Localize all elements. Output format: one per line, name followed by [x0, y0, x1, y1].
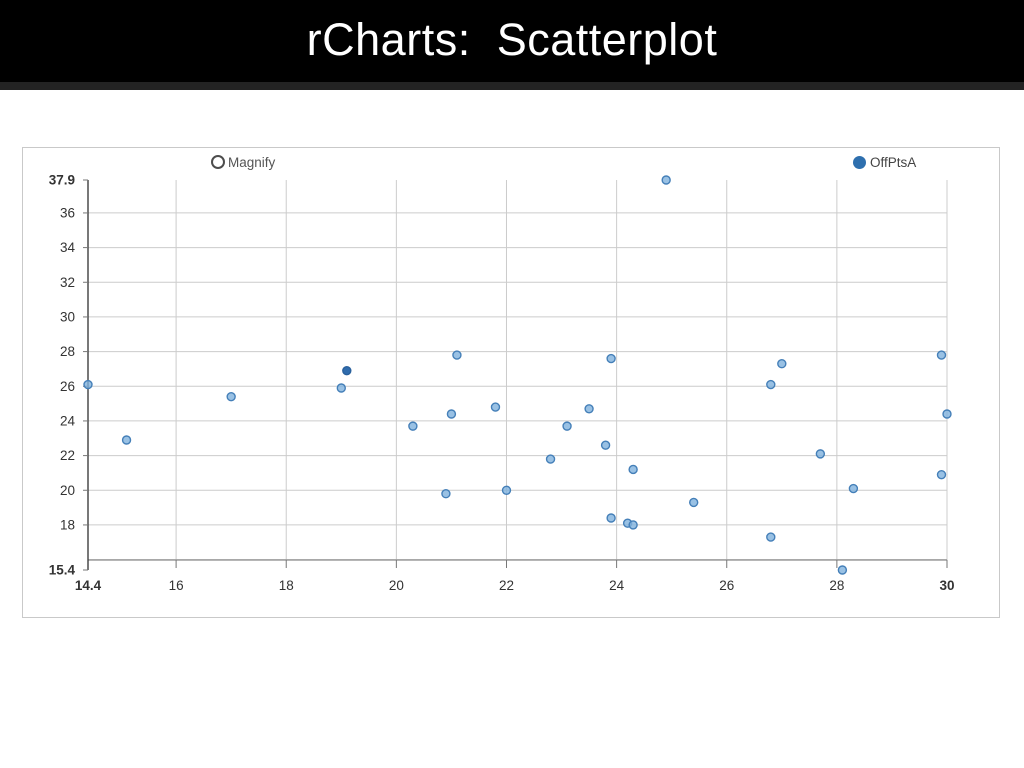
data-point[interactable] [766, 379, 776, 390]
x-tick-label: 26 [719, 578, 734, 593]
data-point[interactable] [446, 409, 457, 419]
data-point[interactable] [848, 483, 859, 494]
data-point[interactable] [452, 350, 462, 360]
data-point[interactable] [606, 513, 616, 523]
data-point[interactable] [584, 404, 594, 414]
y-tick-label: 37.9 [49, 173, 75, 188]
y-tick-label: 26 [60, 379, 75, 394]
data-point[interactable] [815, 449, 826, 459]
y-tick-label: 32 [60, 275, 75, 290]
data-point[interactable] [628, 464, 638, 475]
x-tick-label: 14.4 [75, 578, 102, 593]
data-point[interactable] [766, 532, 776, 542]
data-point[interactable] [689, 497, 699, 508]
legend-series-label: OffPtsA [870, 154, 917, 170]
x-tick-label: 24 [609, 578, 625, 593]
data-point[interactable] [408, 421, 418, 431]
data-point[interactable] [545, 454, 556, 464]
y-tick-label: 18 [60, 517, 75, 532]
y-tick-label: 22 [60, 448, 75, 463]
data-point[interactable] [83, 379, 93, 390]
x-tick-label: 20 [389, 578, 404, 593]
slide-title: rCharts: Scatterplot [306, 14, 718, 65]
data-point[interactable] [628, 520, 638, 530]
data-point[interactable] [777, 359, 787, 369]
data-point[interactable] [936, 469, 947, 480]
data-point[interactable] [661, 175, 671, 185]
y-tick-label: 24 [60, 413, 76, 428]
data-point[interactable] [837, 565, 848, 575]
title-bar: rCharts: Scatterplot [0, 0, 1024, 82]
data-point[interactable] [121, 435, 132, 445]
data-point[interactable] [501, 485, 512, 495]
title-bar-edge [0, 82, 1024, 90]
data-point[interactable] [562, 421, 572, 431]
y-tick-label: 28 [60, 344, 75, 359]
data-point[interactable] [606, 353, 616, 364]
data-point[interactable] [226, 391, 236, 402]
data-point[interactable] [942, 409, 952, 419]
y-tick-label: 36 [60, 205, 75, 220]
magnify-control[interactable]: Magnify [211, 152, 275, 172]
data-point[interactable] [600, 440, 611, 450]
legend-dot-icon [853, 155, 866, 169]
data-point[interactable] [936, 350, 947, 360]
x-tick-label: 28 [829, 578, 844, 593]
y-tick-label: 15.4 [49, 563, 76, 578]
data-point[interactable] [490, 402, 501, 412]
x-tick-label: 30 [939, 578, 954, 593]
y-tick-label: 20 [60, 483, 75, 498]
x-tick-label: 22 [499, 578, 514, 593]
legend[interactable]: OffPtsA [853, 152, 916, 172]
x-tick-label: 16 [169, 578, 184, 593]
y-tick-label: 30 [60, 309, 75, 324]
x-tick-label: 18 [279, 578, 294, 593]
y-tick-label: 34 [60, 240, 76, 255]
data-point[interactable] [441, 489, 451, 499]
scatter-plot: 14.4 16 18 20 22 24 26 28 30 37.9 36 34 32 30 28 26 24 22… [49, 173, 955, 594]
magnify-label: Magnify [228, 154, 276, 170]
data-point[interactable] [342, 365, 352, 376]
chart-panel: Magnify OffPtsA 14.4 16 18 20 22 24 26 28 30 37.9… [22, 147, 1000, 618]
data-point[interactable] [336, 383, 346, 393]
magnify-icon [211, 155, 225, 169]
